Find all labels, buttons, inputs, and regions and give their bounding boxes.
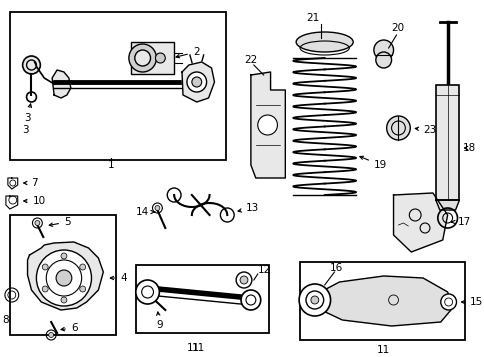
Circle shape xyxy=(241,290,260,310)
Circle shape xyxy=(135,50,150,66)
Text: 23: 23 xyxy=(414,125,436,135)
Bar xyxy=(131,42,174,74)
Text: 13: 13 xyxy=(238,203,258,213)
Circle shape xyxy=(27,60,36,70)
Circle shape xyxy=(42,286,48,292)
Text: 18: 18 xyxy=(461,143,475,153)
Text: 22: 22 xyxy=(243,55,257,65)
Circle shape xyxy=(440,294,455,310)
Circle shape xyxy=(36,250,91,306)
Text: 6: 6 xyxy=(61,323,77,333)
Text: 15: 15 xyxy=(461,297,483,307)
Text: 3: 3 xyxy=(22,125,29,135)
Bar xyxy=(136,265,268,333)
Circle shape xyxy=(79,286,86,292)
Circle shape xyxy=(155,206,160,211)
Text: 19: 19 xyxy=(359,156,386,170)
Text: 16: 16 xyxy=(329,263,342,273)
Text: 21: 21 xyxy=(305,13,319,23)
Polygon shape xyxy=(28,242,103,310)
Circle shape xyxy=(299,284,330,316)
Text: 4: 4 xyxy=(110,273,126,283)
Bar xyxy=(10,215,116,335)
Text: 1: 1 xyxy=(107,160,114,170)
Text: 11: 11 xyxy=(192,343,205,353)
Circle shape xyxy=(155,53,165,63)
Bar xyxy=(10,12,226,160)
Circle shape xyxy=(240,276,247,284)
Circle shape xyxy=(42,264,48,270)
Polygon shape xyxy=(312,276,452,326)
Polygon shape xyxy=(52,70,71,98)
Text: 2: 2 xyxy=(176,47,199,58)
Circle shape xyxy=(79,264,86,270)
Bar xyxy=(300,262,465,340)
Polygon shape xyxy=(393,193,447,252)
Ellipse shape xyxy=(296,32,352,52)
Circle shape xyxy=(129,44,156,72)
Text: 11: 11 xyxy=(376,345,390,355)
Polygon shape xyxy=(182,62,214,102)
Circle shape xyxy=(56,270,72,286)
Text: 14: 14 xyxy=(136,207,154,217)
Text: 3: 3 xyxy=(24,104,31,123)
Circle shape xyxy=(23,56,40,74)
Circle shape xyxy=(48,332,54,337)
Polygon shape xyxy=(8,178,18,189)
Circle shape xyxy=(192,77,201,87)
Circle shape xyxy=(61,297,67,303)
Text: 11: 11 xyxy=(187,343,200,353)
Text: 8: 8 xyxy=(2,315,9,325)
Text: 20: 20 xyxy=(391,23,404,33)
Circle shape xyxy=(386,116,409,140)
Circle shape xyxy=(373,40,393,60)
Bar xyxy=(435,85,458,200)
Circle shape xyxy=(61,253,67,259)
Text: 12: 12 xyxy=(257,265,271,275)
Text: 5: 5 xyxy=(49,217,71,227)
Circle shape xyxy=(375,52,391,68)
Text: 7: 7 xyxy=(24,178,38,188)
Circle shape xyxy=(136,280,159,304)
Text: 9: 9 xyxy=(156,312,162,330)
Circle shape xyxy=(186,72,206,92)
Circle shape xyxy=(310,296,318,304)
Polygon shape xyxy=(435,200,458,210)
Circle shape xyxy=(35,221,40,226)
Text: 17: 17 xyxy=(451,217,470,227)
Circle shape xyxy=(257,115,277,135)
Circle shape xyxy=(236,272,251,288)
Polygon shape xyxy=(6,196,18,209)
Text: 10: 10 xyxy=(24,196,45,206)
Polygon shape xyxy=(250,72,285,178)
